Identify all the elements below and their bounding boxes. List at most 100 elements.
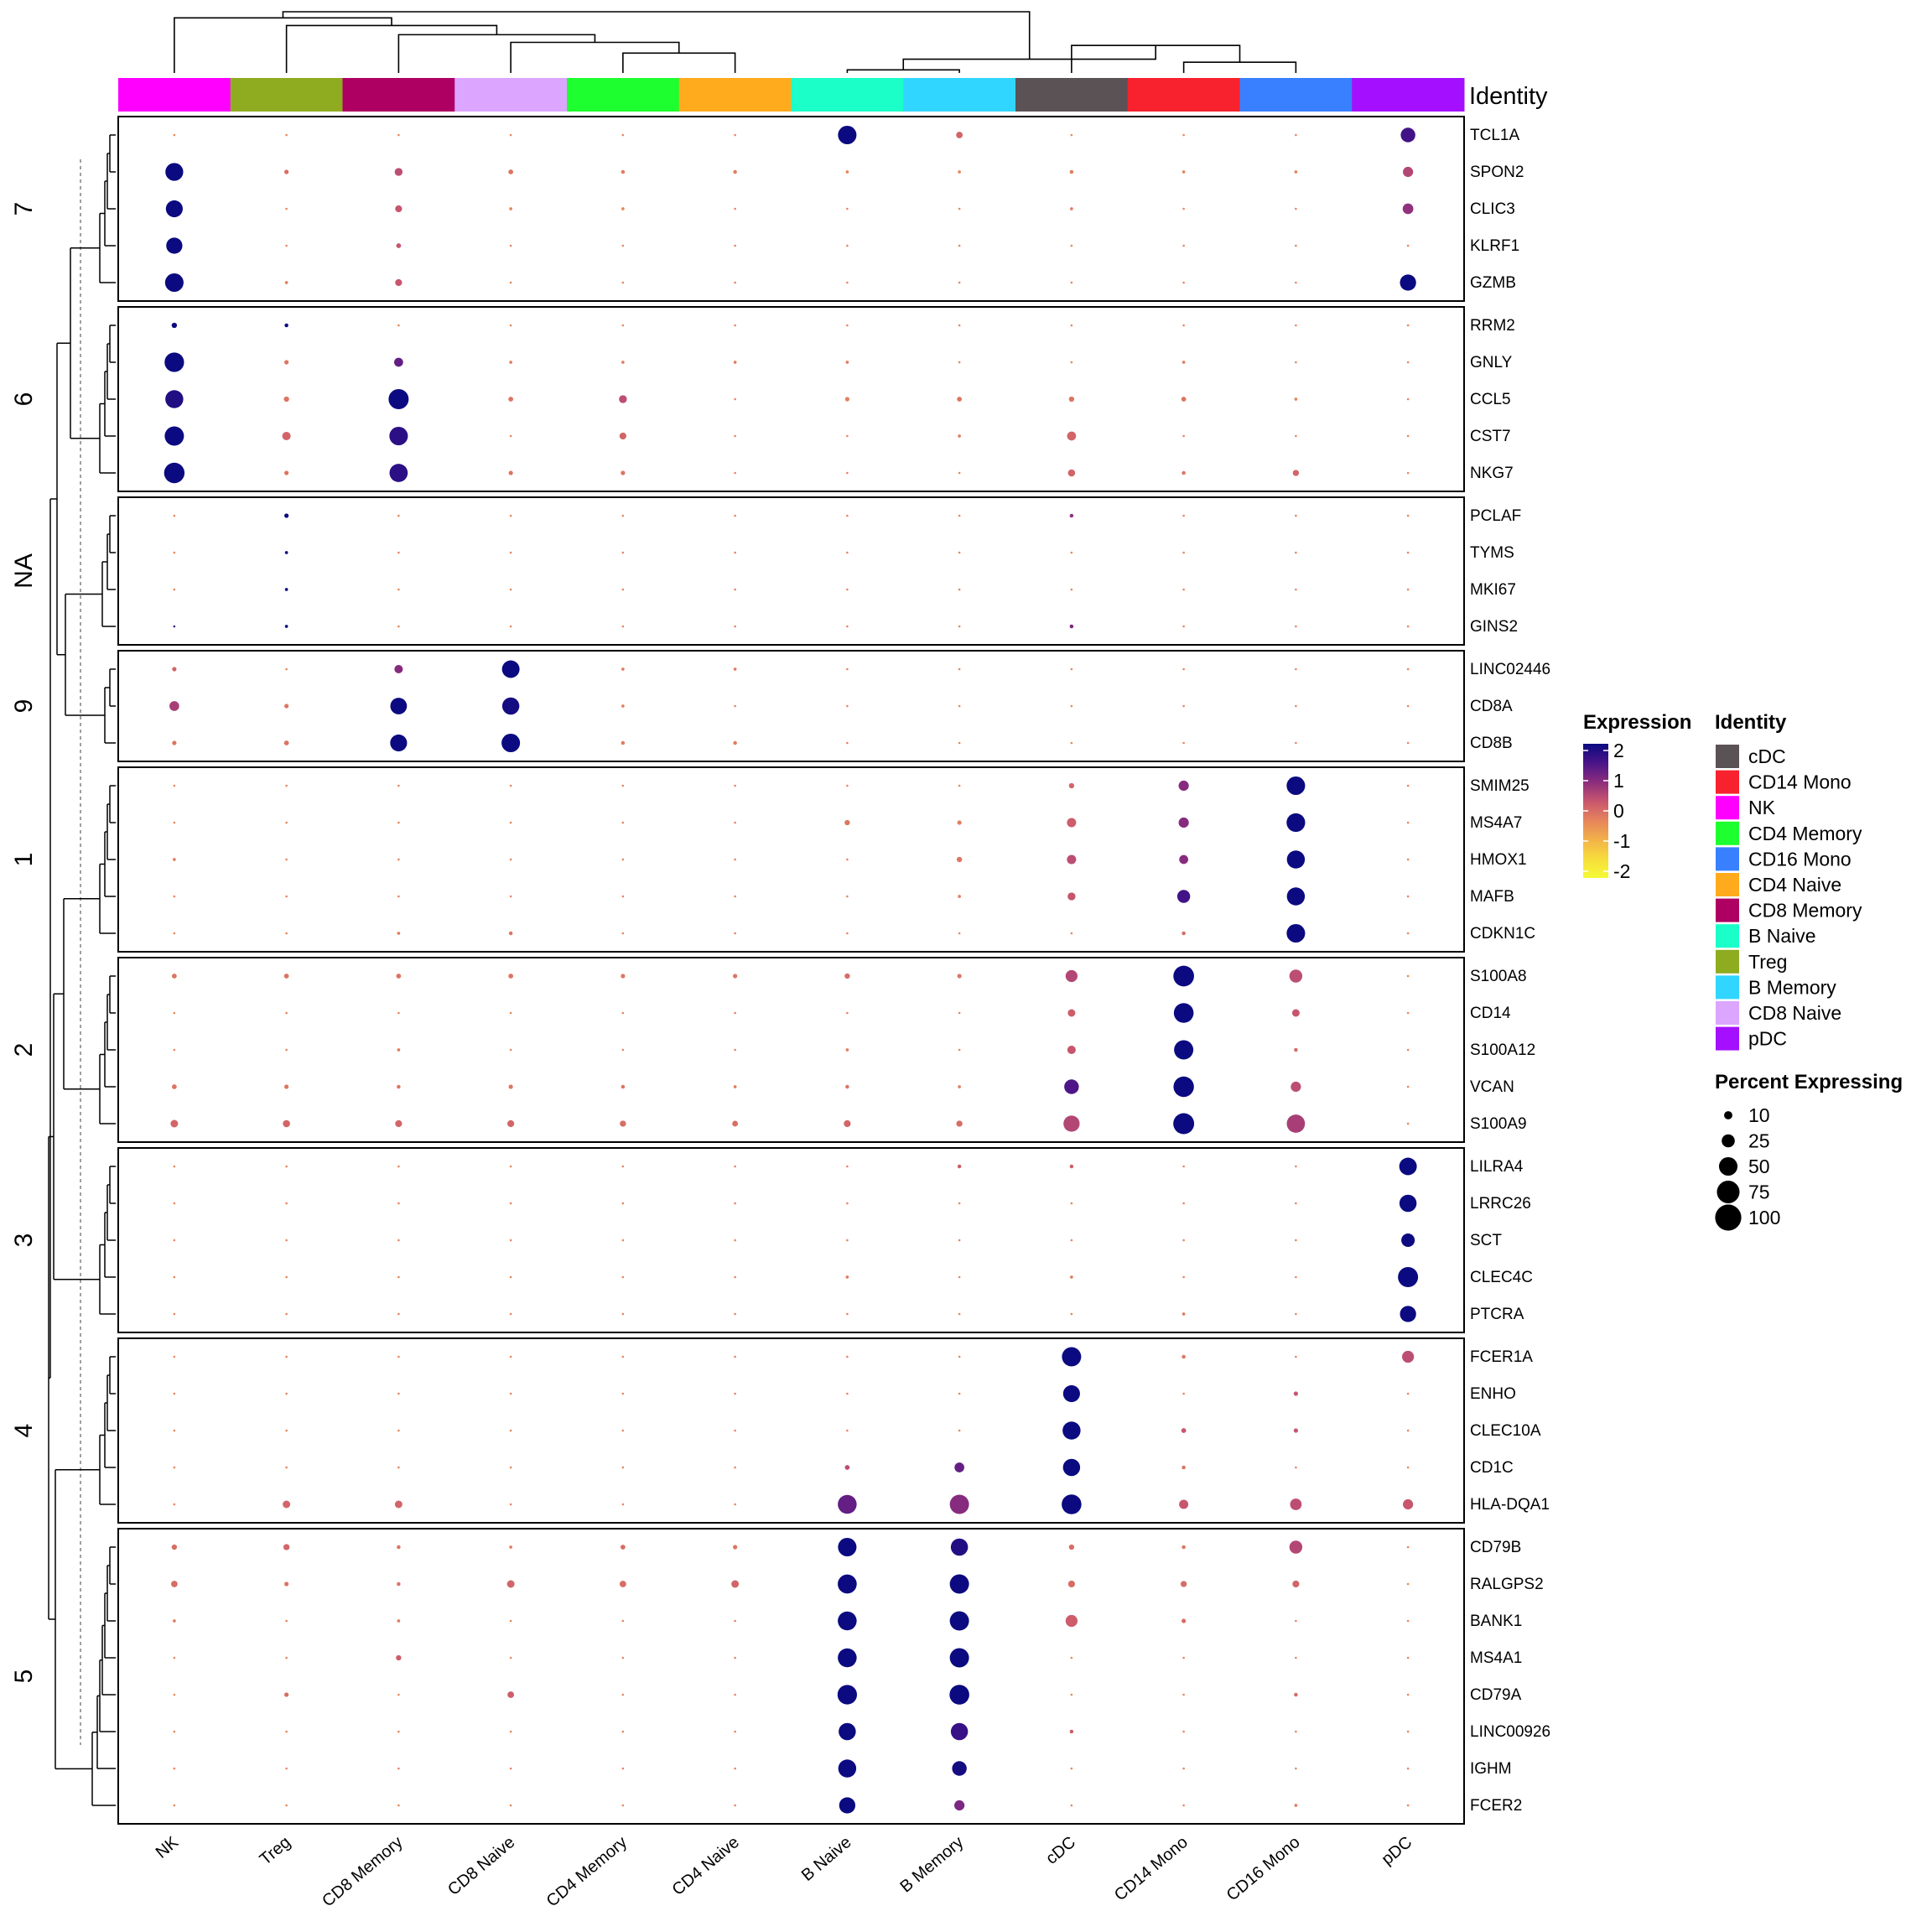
dot-rrm2-cd16-mono: [1295, 324, 1297, 327]
dot-klrf1-nk: [166, 237, 183, 254]
col-label-cd4-naive: CD4 Naive: [669, 1833, 743, 1899]
dot-ms4a7-cd8-memory: [397, 821, 400, 824]
row-dendro-branch: [53, 993, 100, 1280]
panel-frame-6: [117, 306, 1465, 492]
dot-enho-nk: [173, 1392, 176, 1395]
dot-linc02446-cd16-mono: [1295, 667, 1297, 671]
dot-gnly-cd4-naive: [733, 361, 737, 364]
dot-cd79a-nk: [173, 1693, 176, 1696]
percent-legend-dot-25: [1722, 1134, 1735, 1148]
dot-clic3-cd8-memory: [395, 205, 402, 213]
dot-lrrc26-b-naive: [846, 1202, 849, 1205]
dot-mki67-b-naive: [846, 588, 849, 591]
dot-cd8a-cd8-memory: [390, 698, 408, 714]
dot-sct-cd14-mono: [1182, 1239, 1185, 1242]
dot-ms4a7-pdc: [1406, 821, 1410, 824]
identity-swatch-nk: [1716, 796, 1739, 820]
dot-gnly-b-naive: [845, 361, 849, 364]
dot-linc02446-pdc: [1406, 667, 1410, 671]
percent-legend-label-100: 100: [1748, 1207, 1780, 1228]
dot-ralgps2-nk: [170, 1581, 178, 1587]
dot-clec4c-pdc: [1398, 1267, 1419, 1287]
dot-linc00926-cdc: [1069, 1729, 1074, 1734]
dot-lilra4-cd16-mono: [1295, 1165, 1297, 1168]
identity-swatch-cdc: [1716, 745, 1739, 768]
dot-vcan-cd14-mono: [1173, 1076, 1194, 1098]
row-dendro-branch: [99, 1244, 116, 1315]
dot-s100a8-cd4-naive: [733, 974, 738, 979]
dot-cst7-b-memory: [958, 434, 961, 438]
dot-cd1c-nk: [173, 1466, 176, 1469]
col-label-cd14-mono: CD14 Mono: [1111, 1833, 1192, 1904]
identity-swatch-cd8-naive: [1716, 1001, 1739, 1025]
gene-label-lilra4: LILRA4: [1470, 1158, 1524, 1176]
dot-bank1-cd16-mono: [1295, 1619, 1297, 1623]
dot-cdkn1c-cd14-mono: [1182, 931, 1186, 936]
dot-cdkn1c-cd8-naive: [508, 931, 513, 936]
col-label-b-naive: B Naive: [798, 1833, 855, 1885]
dot-cd14-cd8-memory: [397, 1011, 400, 1015]
dot-cd8b-b-naive: [846, 741, 849, 745]
dot-clec10a-cd16-mono: [1293, 1428, 1298, 1433]
dot-ighm-pdc: [1406, 1767, 1410, 1770]
dot-linc00926-b-memory: [950, 1722, 969, 1741]
dot-cd8b-cd16-mono: [1295, 741, 1297, 745]
dot-ccl5-b-naive: [844, 397, 849, 402]
dot-clec10a-b-memory: [958, 1429, 961, 1432]
dot-lrrc26-b-memory: [958, 1202, 961, 1205]
row-dendro-branch: [106, 994, 116, 1051]
identity-legend-label-cd14-mono: CD14 Mono: [1748, 771, 1852, 793]
dot-pclaf-cd4-naive: [734, 514, 736, 517]
row-dendro-branch: [109, 515, 116, 553]
dot-sct-treg: [285, 1239, 288, 1242]
dot-cd8a-cd14-mono: [1182, 704, 1185, 708]
dot-smim25-nk: [173, 784, 176, 787]
dot-s100a9-treg: [283, 1119, 290, 1128]
dot-hmox1-cd16-mono: [1286, 850, 1306, 869]
dot-gzmb-cd8-memory: [395, 278, 402, 287]
dot-spon2-cd4-naive: [733, 169, 737, 174]
dot-ms4a1-cdc: [1070, 1656, 1073, 1659]
dot-cd79b-cd8-naive: [509, 1545, 512, 1549]
dot-smim25-cd8-memory: [397, 784, 400, 787]
col-dendro-branch: [285, 24, 498, 73]
dot-cd79b-cd8-memory: [397, 1545, 401, 1550]
dot-smim25-cd14-mono: [1178, 780, 1189, 792]
dot-fcer1a-pdc: [1402, 1350, 1415, 1363]
gene-label-cd1c: CD1C: [1470, 1459, 1514, 1477]
row-dendro-branch: [56, 342, 70, 656]
dot-cd79b-cdc: [1068, 1544, 1075, 1550]
cluster-label-4: 4: [10, 1424, 38, 1438]
dot-ms4a1-cd14-mono: [1182, 1656, 1185, 1659]
gene-label-vcan: VCAN: [1470, 1078, 1514, 1096]
dot-s100a12-nk: [173, 1048, 176, 1052]
column-dendrogram: [174, 11, 1297, 73]
col-label-treg: Treg: [257, 1833, 294, 1869]
row-dendro-branch: [99, 1053, 116, 1124]
dot-gzmb-cd14-mono: [1182, 281, 1185, 284]
dot-cst7-cd8-naive: [509, 434, 512, 438]
dot-ptcra-cd4-memory: [621, 1312, 625, 1316]
dot-cd1c-cd4-memory: [621, 1466, 625, 1469]
dot-vcan-cd4-memory: [621, 1084, 626, 1089]
gene-label-bank1: BANK1: [1470, 1613, 1522, 1630]
dot-enho-cd8-naive: [509, 1392, 512, 1395]
dot-clec4c-cd8-naive: [509, 1275, 512, 1279]
identity-swatch-cd8-memory: [1716, 898, 1739, 922]
row-dendro-branch: [109, 668, 116, 707]
dot-gnly-cd16-mono: [1295, 361, 1297, 364]
dot-klrf1-treg: [285, 244, 288, 247]
dot-spon2-treg: [284, 169, 289, 174]
dot-hla-dqa1-b-memory: [949, 1494, 969, 1514]
gene-label-s100a8: S100A8: [1470, 968, 1527, 985]
dot-linc00926-b-naive: [839, 1722, 856, 1741]
dot-vcan-pdc: [1406, 1085, 1410, 1088]
gene-label-ms4a7: MS4A7: [1470, 814, 1522, 832]
dot-fcer1a-cd8-memory: [397, 1355, 400, 1358]
dot-cd14-b-memory: [958, 1011, 961, 1015]
dot-pclaf-cd8-memory: [397, 514, 400, 517]
cluster-label-5: 5: [10, 1670, 38, 1684]
row-dendro-branch: [106, 1374, 116, 1431]
dot-fcer2-cd8-memory: [397, 1804, 400, 1807]
panel-frame-5: [117, 1528, 1465, 1825]
